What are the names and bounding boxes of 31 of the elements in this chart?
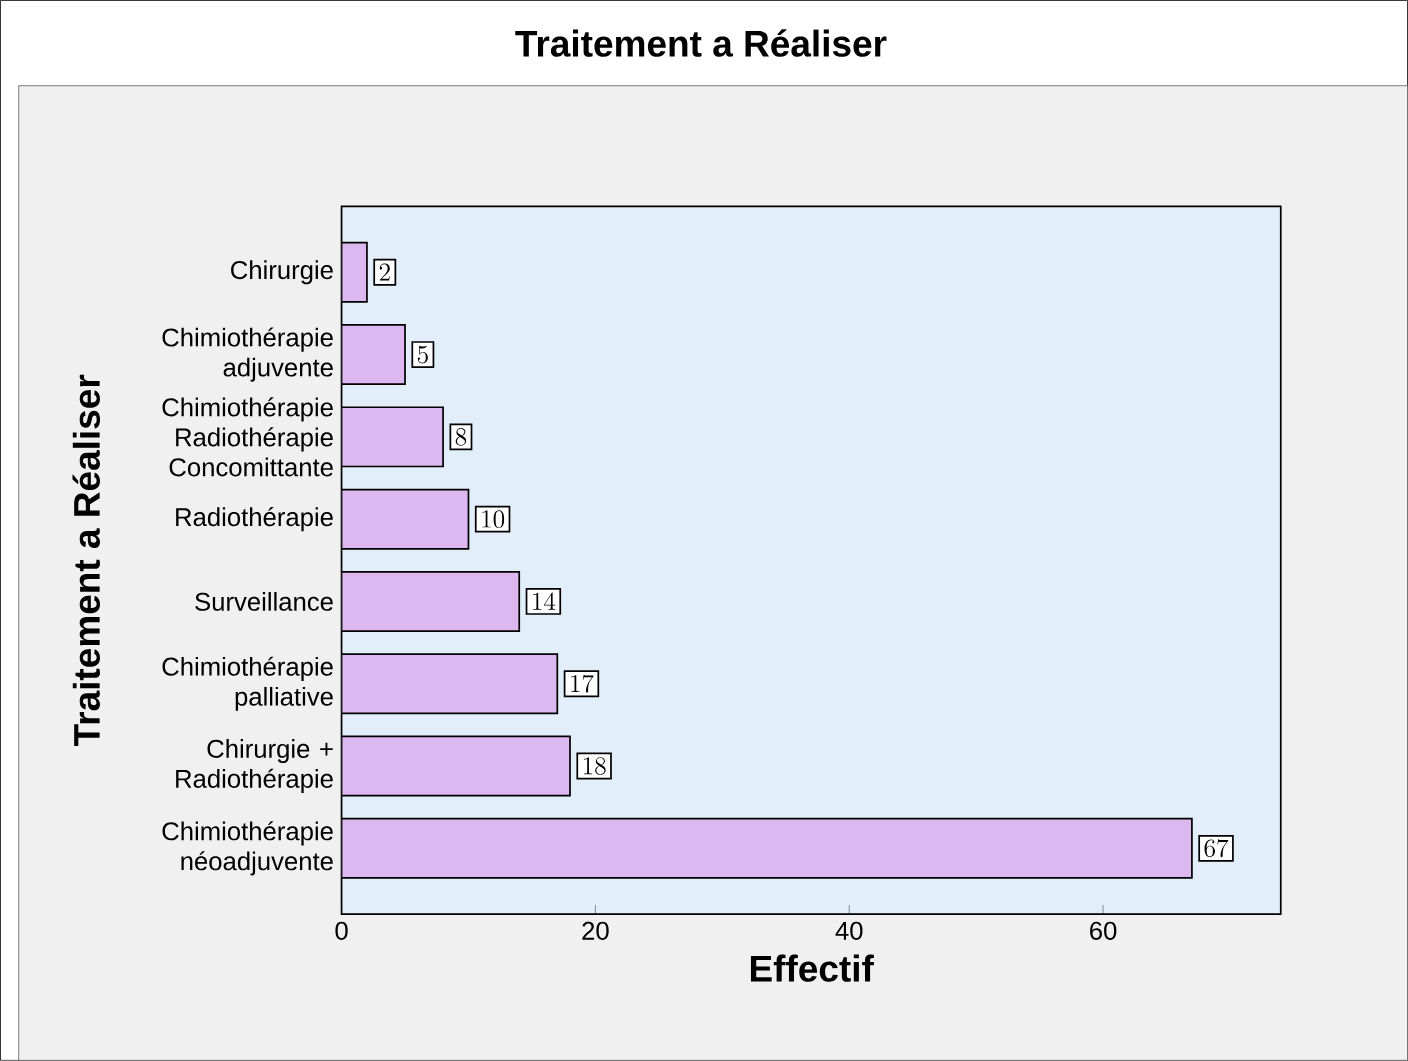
data-label: 8 [455, 428, 467, 446]
y-tick-label: Chirurgie [231, 260, 333, 285]
data-label: 18 [583, 757, 606, 775]
y-tick-label: Chimiothérapie Radiothérapie Concomittante [162, 397, 333, 477]
data-label: 17 [571, 674, 594, 693]
y-tick-label: Chimiothérapie palliative [162, 656, 333, 711]
bar [341, 817, 1193, 879]
bar [341, 735, 571, 797]
bar [341, 406, 444, 468]
bar [341, 653, 559, 715]
y-tick-label: Surveillance [195, 592, 333, 611]
x-tick-label: 20 [582, 921, 609, 941]
y-tick-label: Radiothérapie [176, 507, 333, 532]
data-label: 14 [533, 592, 556, 610]
bar [341, 571, 521, 633]
x-tick-label: 60 [1090, 921, 1117, 941]
x-tick-label: 0 [335, 921, 348, 941]
data-label: 2 [379, 263, 390, 281]
chart-title: Traitement a Réaliser [515, 29, 887, 57]
y-axis-title: Traitement a Réaliser [72, 374, 100, 747]
data-label: 10 [482, 510, 505, 529]
x-axis-title: Effectif [750, 954, 874, 982]
data-label: 5 [417, 345, 428, 364]
y-tick-label: Chimiothérapie néoadjuvente [162, 821, 333, 876]
data-label: 67 [1204, 839, 1229, 858]
y-tick-label: Chirurgie + Radiothérapie [176, 739, 333, 794]
bar [341, 324, 406, 386]
bar [341, 241, 368, 303]
bar [341, 488, 470, 550]
x-tick-label: 40 [835, 921, 863, 941]
y-tick-label: Chimiothérapie adjuvente [162, 327, 333, 382]
